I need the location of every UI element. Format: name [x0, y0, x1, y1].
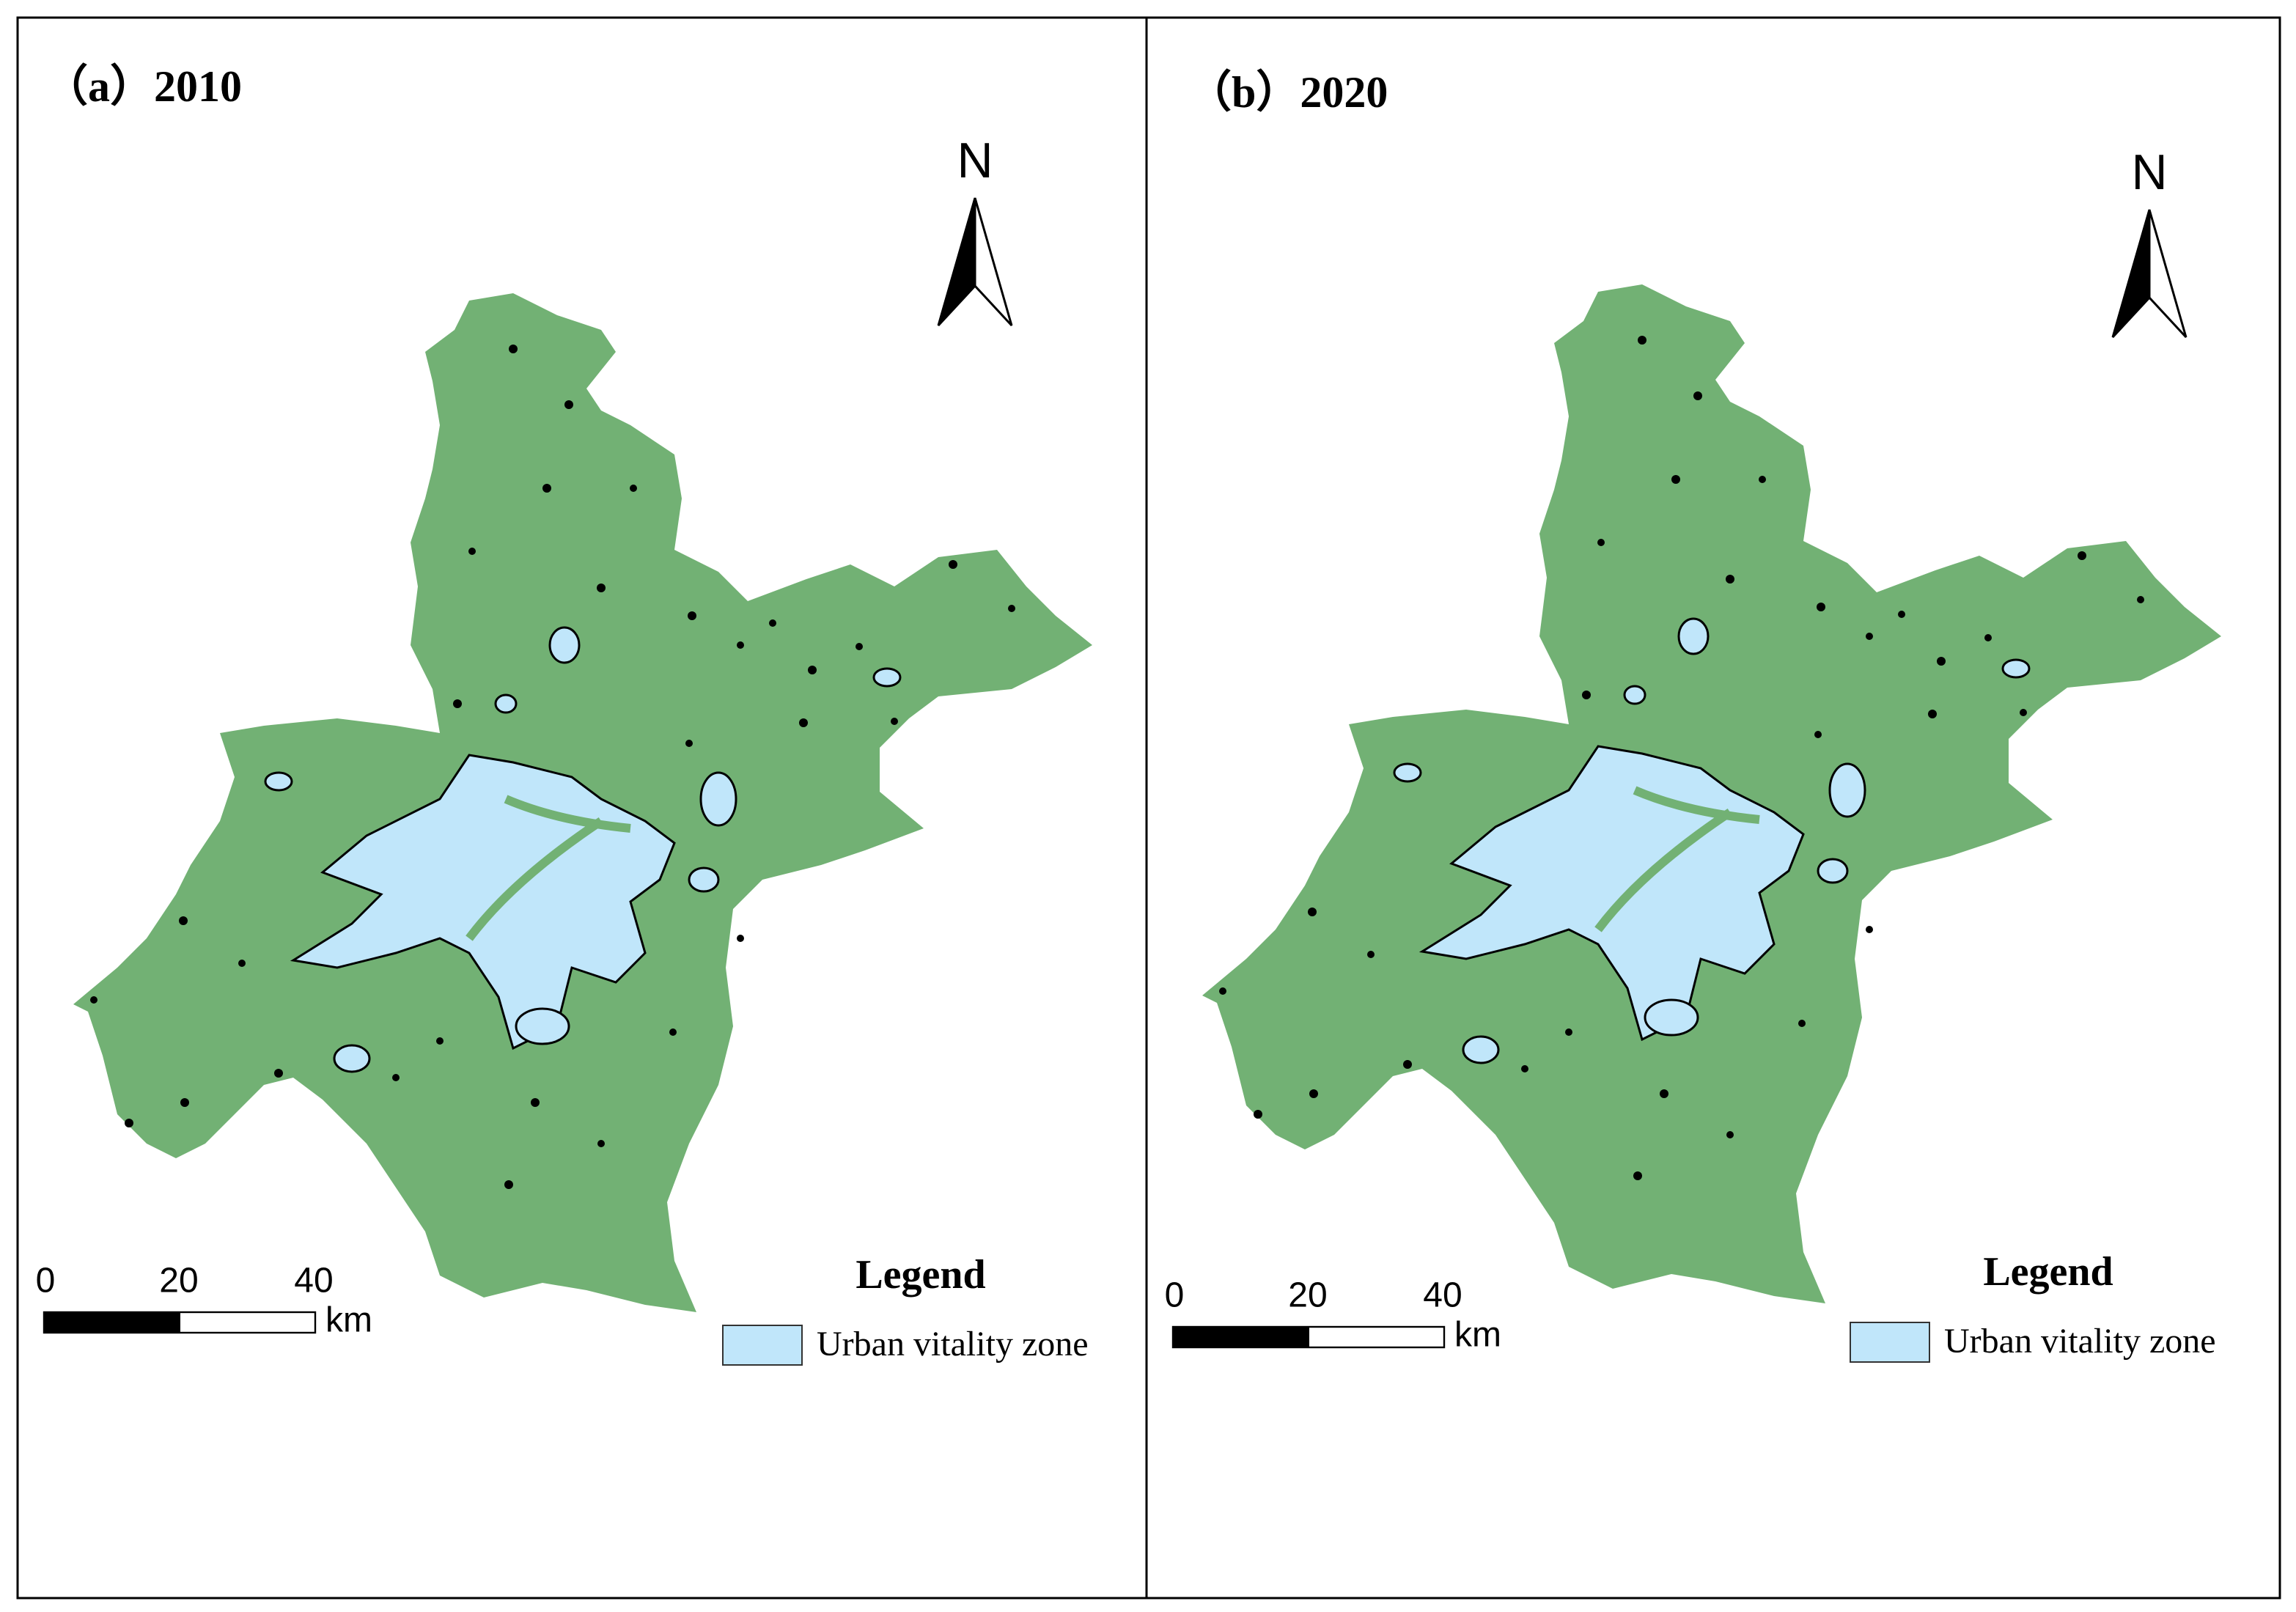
- region-map: [73, 293, 1092, 1312]
- arrow-right: [2148, 209, 2188, 339]
- scale-tick-label: 40: [294, 1262, 333, 1300]
- scale-tick-label: 40: [1423, 1276, 1462, 1315]
- scale-tick-label: 0: [1165, 1276, 1185, 1315]
- region-map: [1202, 284, 2221, 1303]
- scale-tick-label: 0: [36, 1262, 56, 1300]
- legend-swatch: [722, 1325, 803, 1366]
- legend-label: Urban vitality zone: [817, 1325, 1089, 1363]
- arrow-right: [974, 197, 1013, 327]
- scale-bar-black: [1173, 1327, 1309, 1347]
- legend: Legend Urban vitality zone: [722, 1252, 1089, 1366]
- scale-bar-black: [44, 1312, 180, 1333]
- scale-tick-label: 20: [1288, 1276, 1327, 1315]
- legend: Legend Urban vitality zone: [1850, 1249, 2216, 1363]
- arrow-left: [937, 197, 976, 327]
- legend-swatch: [1850, 1322, 1930, 1363]
- panel-title: （b）2020: [1188, 67, 1388, 117]
- scale-unit: km: [1454, 1316, 1501, 1355]
- figure-border: [16, 16, 2281, 1600]
- arrow-left: [2111, 209, 2151, 339]
- north-arrow: N: [2111, 144, 2188, 339]
- north-arrow: N: [937, 133, 1013, 327]
- scale-tick-label: 20: [159, 1262, 198, 1300]
- north-label: N: [957, 133, 993, 188]
- legend-title: Legend: [1983, 1249, 2113, 1295]
- legend-label: Urban vitality zone: [1944, 1322, 2216, 1361]
- legend-title: Legend: [856, 1252, 985, 1298]
- north-label: N: [2131, 144, 2167, 200]
- panel-title: （a）2010: [44, 62, 242, 111]
- scale-unit: km: [325, 1301, 372, 1340]
